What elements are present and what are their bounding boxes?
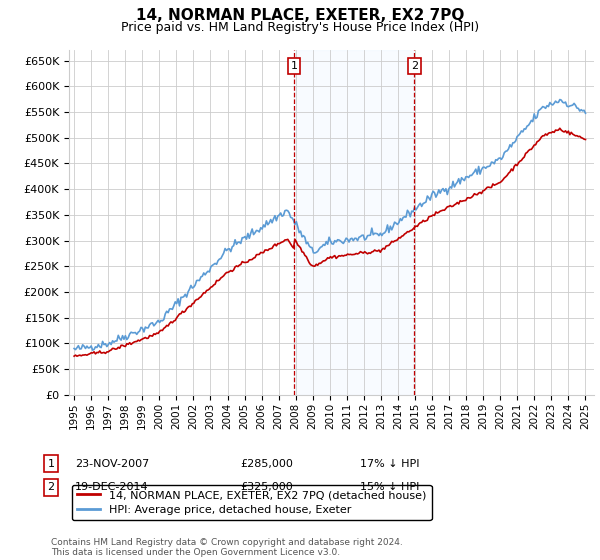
- Text: 17% ↓ HPI: 17% ↓ HPI: [360, 459, 419, 469]
- Bar: [294, 50, 415, 395]
- Text: 1: 1: [290, 60, 298, 71]
- Text: 2: 2: [47, 482, 55, 492]
- Text: 1: 1: [47, 459, 55, 469]
- Text: Price paid vs. HM Land Registry's House Price Index (HPI): Price paid vs. HM Land Registry's House …: [121, 21, 479, 34]
- Text: Contains HM Land Registry data © Crown copyright and database right 2024.
This d: Contains HM Land Registry data © Crown c…: [51, 538, 403, 557]
- Text: 2: 2: [411, 60, 418, 71]
- Text: 23-NOV-2007: 23-NOV-2007: [75, 459, 149, 469]
- Legend: 14, NORMAN PLACE, EXETER, EX2 7PQ (detached house), HPI: Average price, detached: 14, NORMAN PLACE, EXETER, EX2 7PQ (detac…: [72, 485, 431, 520]
- Text: £285,000: £285,000: [240, 459, 293, 469]
- Text: 19-DEC-2014: 19-DEC-2014: [75, 482, 149, 492]
- Text: £325,000: £325,000: [240, 482, 293, 492]
- Text: 14, NORMAN PLACE, EXETER, EX2 7PQ: 14, NORMAN PLACE, EXETER, EX2 7PQ: [136, 8, 464, 24]
- Text: 15% ↓ HPI: 15% ↓ HPI: [360, 482, 419, 492]
